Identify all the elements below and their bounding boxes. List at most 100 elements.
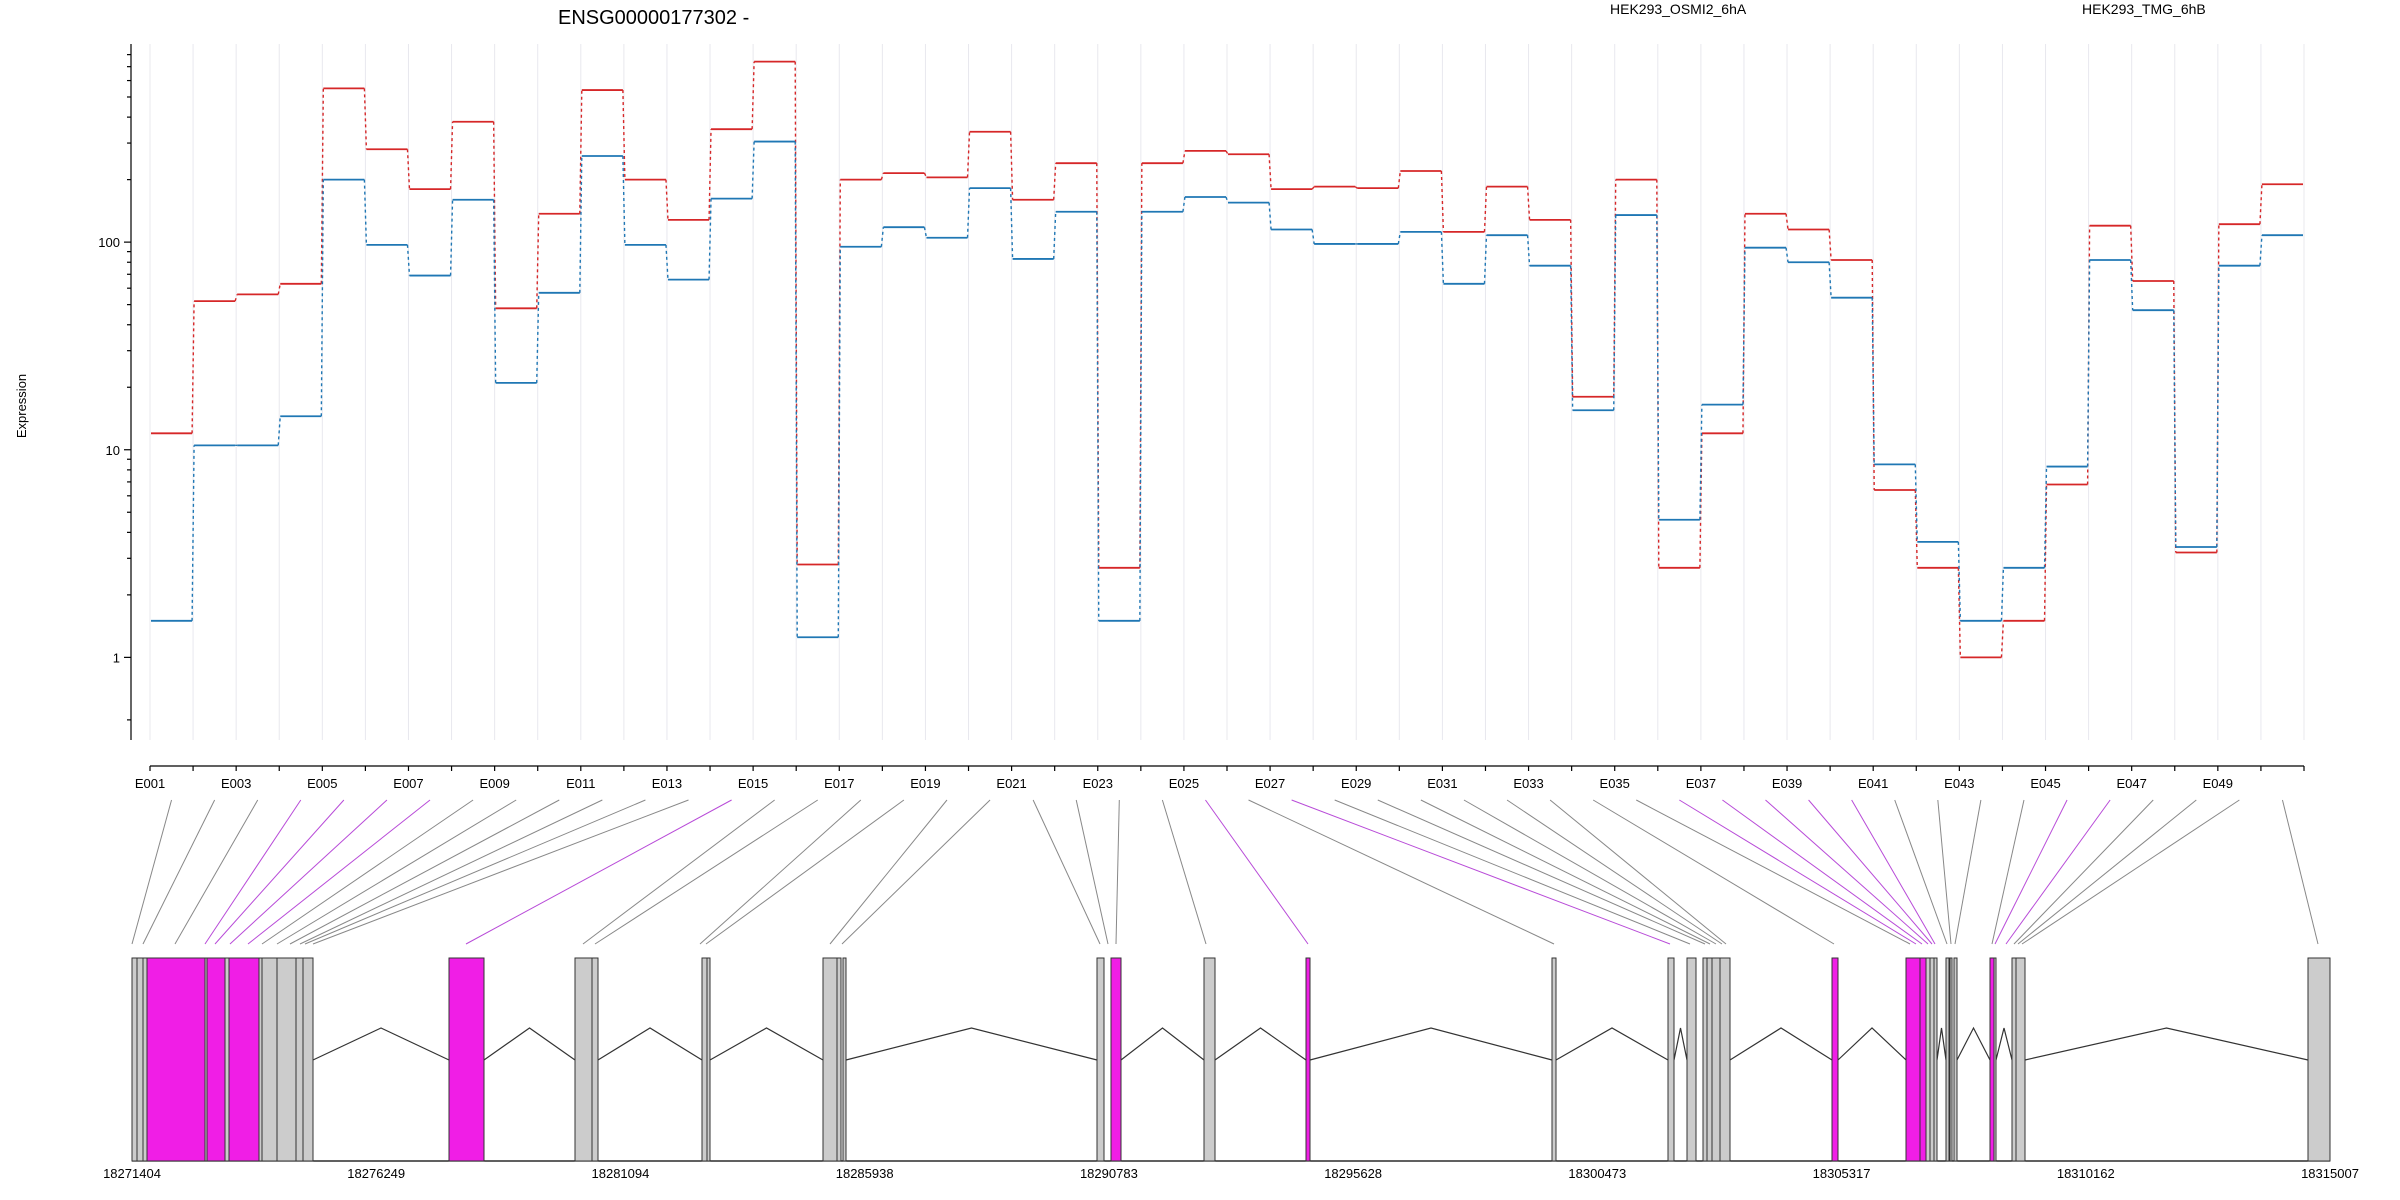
exon-link-line <box>312 799 689 945</box>
exon-link-line <box>229 799 388 945</box>
x-axis: E001 E003 E005 E007 E009 E011 E013 E015 E017 E019… <box>135 765 2305 791</box>
x-tick-label: E037 <box>1686 776 1716 791</box>
exon-block <box>822 957 838 1162</box>
series-connector <box>191 61 2263 658</box>
coordinate-tick-label: 18281094 <box>592 1166 650 1181</box>
exon-link-line <box>204 799 302 945</box>
x-tick-label: E007 <box>393 776 423 791</box>
exon-block-highlighted <box>1905 957 1921 1162</box>
gridlines <box>149 44 2305 740</box>
exon-block <box>1719 957 1731 1162</box>
exon-link-line <box>1377 799 1706 945</box>
exon-link-line <box>1937 799 1952 945</box>
x-tick-label: E047 <box>2116 776 2146 791</box>
exon-block <box>1925 957 1931 1162</box>
exon-block <box>1949 957 1953 1162</box>
exon-link-line <box>582 799 775 945</box>
exon-block <box>1711 957 1721 1162</box>
exon-block <box>302 957 314 1162</box>
exon-link-line <box>1991 799 2025 945</box>
exon-block <box>224 957 230 1162</box>
exon-link-line <box>276 799 517 945</box>
exon-link-line <box>1636 799 1911 945</box>
exon-link-line <box>1161 799 1207 945</box>
exon-link-line <box>2017 799 2197 945</box>
exon-link-line <box>174 799 259 945</box>
intron-line <box>483 1027 576 1061</box>
x-tick-label: E019 <box>910 776 940 791</box>
exon-link-line <box>1032 799 1101 945</box>
exon-block <box>842 957 847 1162</box>
y-axis: 1 10 100 <box>98 44 132 740</box>
x-tick-label: E001 <box>135 776 165 791</box>
exon-block <box>1096 957 1105 1162</box>
intron-line <box>1995 1027 2013 1061</box>
exon-link-line <box>289 799 560 945</box>
coordinate-tick-label: 18295628 <box>1324 1166 1382 1181</box>
exon-block-highlighted <box>448 957 485 1162</box>
exon-link-line <box>1765 799 1929 945</box>
x-tick-label: E021 <box>996 776 1026 791</box>
gene-model: 18271404 18276249 18281094 18285938 18290783… <box>103 957 2359 1181</box>
coordinate-tick-label: 18271404 <box>103 1166 161 1181</box>
exon-link-line <box>1115 799 1120 945</box>
exon-link-line <box>1248 799 1555 945</box>
exon-link-line <box>1592 799 1835 945</box>
coordinate-tick-label: 18285938 <box>836 1166 894 1181</box>
x-tick-label: E009 <box>479 776 509 791</box>
exon-block <box>1945 957 1950 1162</box>
exon-block <box>1667 957 1675 1162</box>
exon-block <box>1993 957 1997 1162</box>
coordinate-tick-label: 18300473 <box>1568 1166 1626 1181</box>
series-connector <box>191 141 2263 638</box>
x-tick-label: E039 <box>1772 776 1802 791</box>
coordinate-tick-label: 18315007 <box>2301 1166 2359 1181</box>
intron-line <box>1729 1027 1833 1061</box>
exon-link-line <box>214 799 345 945</box>
x-tick-label: E013 <box>652 776 682 791</box>
exon-link-line <box>261 799 474 945</box>
intron-line <box>709 1027 824 1061</box>
exon-link-line <box>829 799 948 945</box>
x-tick-label: E015 <box>738 776 768 791</box>
exon-block <box>701 957 708 1162</box>
x-tick-label: E025 <box>1169 776 1199 791</box>
exon-block <box>136 957 144 1162</box>
series-tmg <box>151 140 2303 639</box>
intron-line <box>1555 1027 1669 1061</box>
exon-link-line <box>465 799 732 945</box>
x-tick-label: E049 <box>2203 776 2233 791</box>
exon-link-line <box>1722 799 1923 945</box>
y-axis-label: Expression <box>14 374 29 438</box>
exon-block-highlighted <box>146 957 206 1162</box>
intron-line <box>1309 1027 1553 1061</box>
legend-series-tmg: HEK293_TMG_6hB <box>2082 1 2206 17</box>
exon-block <box>131 957 138 1162</box>
intron-line <box>2024 1027 2309 1061</box>
x-tick-label: E031 <box>1427 776 1457 791</box>
exon-link-line <box>1954 799 1982 945</box>
exon-link-line <box>1506 799 1723 945</box>
coordinate-tick-label: 18310162 <box>2057 1166 2115 1181</box>
coordinate-tick-label: 18290783 <box>1080 1166 1138 1181</box>
exon-link-line <box>1075 799 1109 945</box>
exon-block <box>261 957 278 1162</box>
exon-block <box>142 957 148 1162</box>
x-tick-label: E017 <box>824 776 854 791</box>
exon-link-line <box>705 799 905 945</box>
exon-link-line <box>304 799 646 945</box>
exon-link-line <box>1549 799 1727 945</box>
x-tick-label: E045 <box>2030 776 2060 791</box>
legend-series-osmi2: HEK293_OSMI2_6hA <box>1610 1 1747 17</box>
series-osmi2 <box>151 60 2303 659</box>
y-tick-label: 1 <box>113 650 120 665</box>
exon-link-lines <box>131 799 2319 945</box>
exon-link-line <box>1420 799 1711 945</box>
exon-block <box>591 957 599 1162</box>
exon-block-highlighted <box>228 957 260 1162</box>
exon-block <box>1933 957 1938 1162</box>
exon-block <box>1686 957 1697 1162</box>
exon-block <box>2307 957 2331 1162</box>
intron-line <box>1936 1027 1947 1061</box>
